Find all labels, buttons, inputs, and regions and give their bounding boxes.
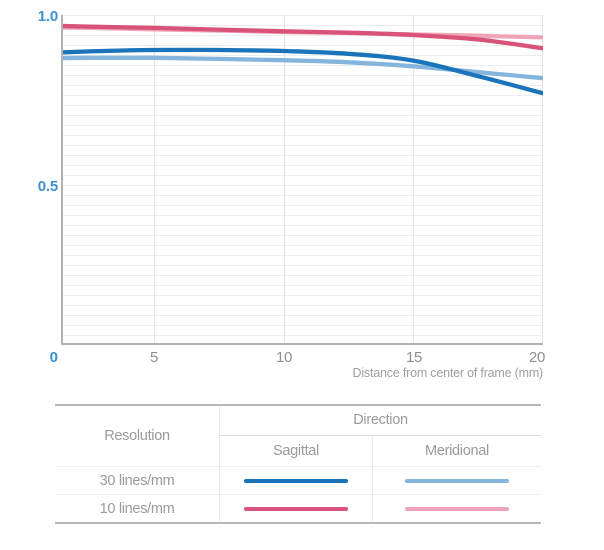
row-label: 30 lines/mm bbox=[55, 467, 220, 494]
x-tick-label-10: 10 bbox=[275, 349, 293, 366]
table-cell bbox=[373, 506, 541, 511]
line-swatch-10-meridional bbox=[405, 506, 509, 511]
legend-table-header: Resolution Direction Sagittal Meridional bbox=[55, 406, 541, 466]
x-tick-label-15: 15 bbox=[405, 349, 423, 366]
x-gridline bbox=[542, 15, 543, 343]
table-cell bbox=[220, 467, 373, 494]
x-tick-label-5: 5 bbox=[149, 349, 159, 366]
table-row: 10 lines/mm bbox=[55, 494, 541, 522]
direction-group: Direction Sagittal Meridional bbox=[220, 406, 541, 466]
meridional-header: Meridional bbox=[425, 443, 489, 459]
direction-subheaders: Sagittal Meridional bbox=[220, 436, 541, 466]
table-cell bbox=[373, 478, 541, 483]
line-swatch-30-meridional bbox=[405, 478, 509, 483]
x-axis-title: Distance from center of frame (mm) bbox=[352, 366, 544, 380]
direction-header: Direction bbox=[220, 406, 541, 436]
sagittal-header: Sagittal bbox=[220, 436, 373, 466]
x-tick-label-20: 20 bbox=[528, 349, 546, 366]
curves-svg bbox=[63, 23, 543, 96]
legend-table: Resolution Direction Sagittal Meridional… bbox=[55, 404, 541, 524]
x-gridline bbox=[284, 15, 285, 343]
table-row: 30 lines/mm bbox=[55, 466, 541, 494]
line-swatch-30-sagittal bbox=[244, 478, 348, 483]
y-axis-label-0.5: 0.5 bbox=[37, 178, 58, 195]
line-swatch-10-sagittal bbox=[244, 506, 348, 511]
row-label: 10 lines/mm bbox=[55, 495, 220, 522]
plot-area bbox=[61, 15, 543, 345]
resolution-header: Resolution bbox=[55, 406, 220, 466]
x-gridline bbox=[413, 15, 414, 343]
y-axis-label-1.0: 1.0 bbox=[37, 8, 58, 25]
origin-label: 0 bbox=[49, 349, 58, 366]
x-gridline bbox=[154, 15, 155, 343]
table-cell bbox=[220, 495, 373, 522]
